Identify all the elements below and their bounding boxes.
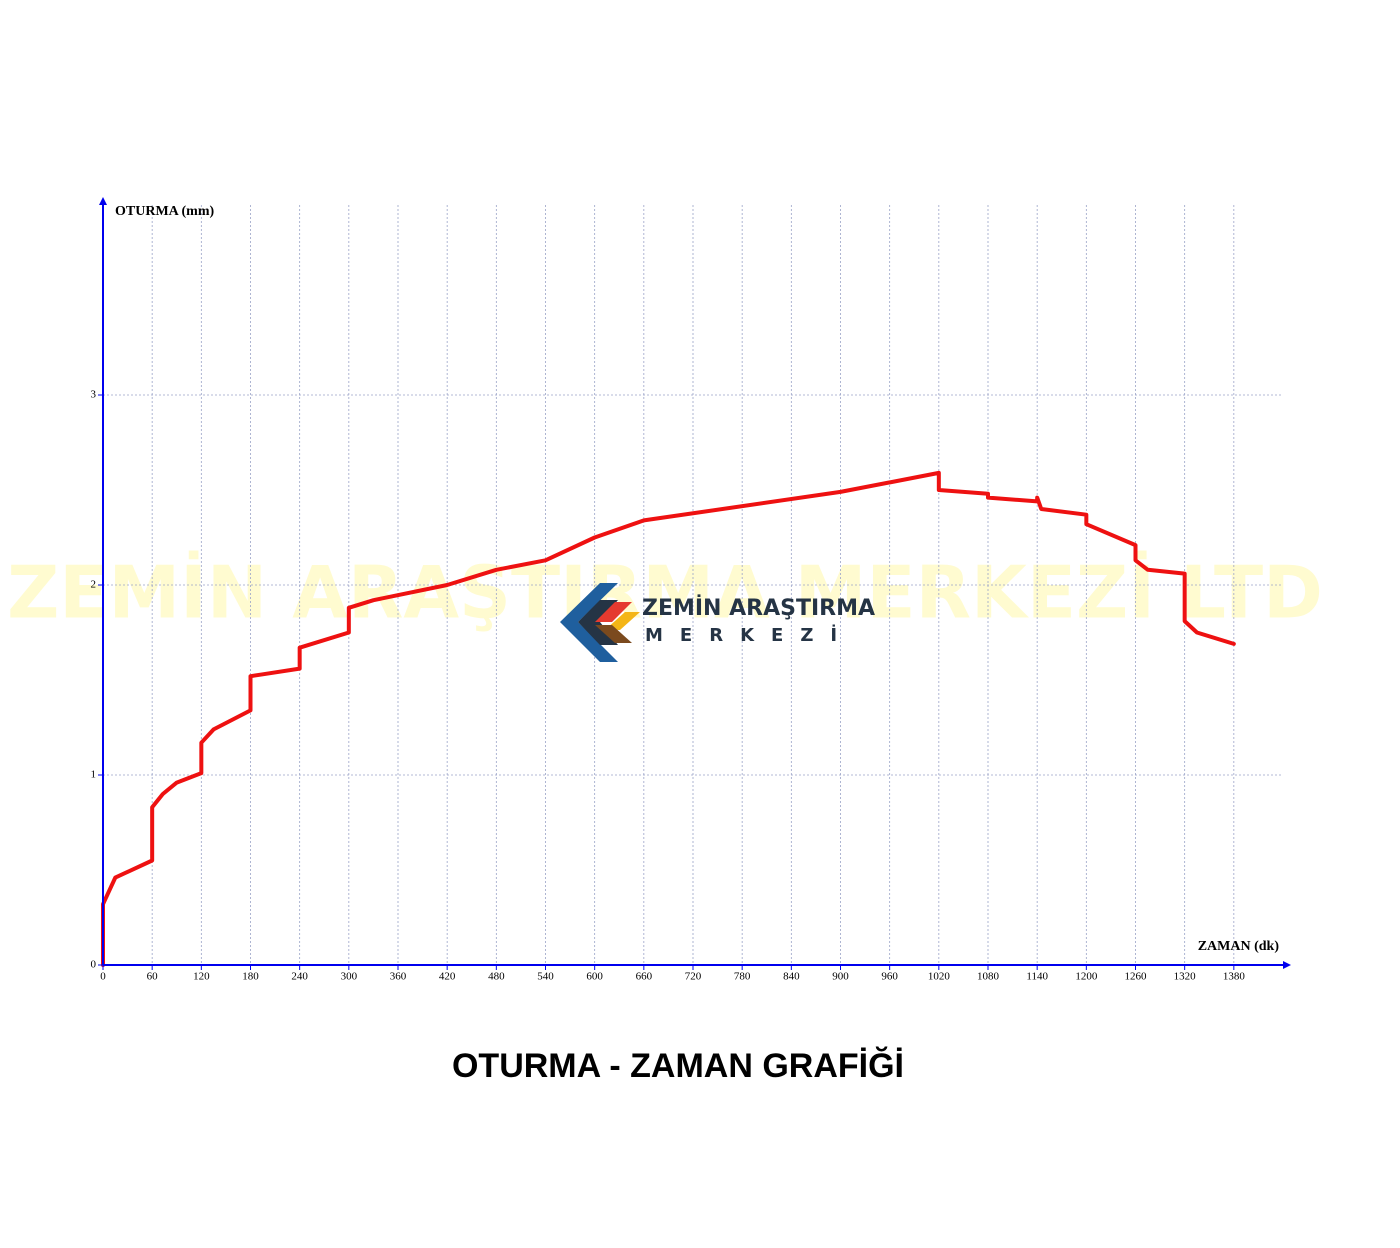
logo-icon (605, 612, 640, 630)
x-tick-label: 1140 (1026, 971, 1048, 983)
x-tick-label: 600 (586, 971, 603, 983)
x-axis-arrow (1283, 961, 1291, 969)
x-axis-label: ZAMAN (dk) (1198, 939, 1280, 954)
logo-icon (560, 583, 618, 662)
x-tick-label: 0 (100, 971, 106, 983)
x-tick-label: 60 (147, 971, 159, 983)
x-tick-label: 720 (685, 971, 702, 983)
y-tick-label: 3 (91, 389, 97, 401)
x-tick-label: 120 (193, 971, 210, 983)
x-tick-label: 180 (242, 971, 259, 983)
x-tick-label: 240 (291, 971, 308, 983)
data-line (101, 470, 1236, 967)
x-tick-label: 300 (341, 971, 358, 983)
x-tick-label: 780 (734, 971, 751, 983)
logo-icon (595, 602, 632, 622)
chart-title: OTURMA - ZAMAN GRAFİĞİ (452, 1047, 904, 1085)
x-tick-label: 1320 (1174, 971, 1197, 983)
x-tick-label: 420 (439, 971, 456, 983)
x-tick-label: 360 (390, 971, 407, 983)
x-tick-label: 900 (832, 971, 849, 983)
x-tick-label: 1200 (1075, 971, 1098, 983)
x-tick-label: 1020 (928, 971, 951, 983)
y-axis-label: OTURMA (mm) (115, 204, 214, 219)
x-tick-label: 1260 (1125, 971, 1148, 983)
y-tick-label: 2 (91, 579, 97, 591)
line-layer (101, 470, 1236, 967)
y-tick-label: 1 (91, 769, 97, 781)
x-tick-label: 840 (783, 971, 800, 983)
x-tick-label: 660 (636, 971, 653, 983)
x-tick-label: 1380 (1223, 971, 1246, 983)
grid (103, 205, 1283, 965)
x-tick-label: 540 (537, 971, 554, 983)
logo-text: ZEMİN ARAŞTIRMA (642, 595, 875, 621)
axes: 0 60 120 180 240 300 360 420 480 540 600 660 720 780 8… (91, 197, 1291, 983)
logo: ZEMİN ARAŞTIRMA MERKEZİ (560, 583, 875, 662)
logo-icon (595, 625, 632, 643)
x-tick-label: 480 (488, 971, 505, 983)
x-tick-label: 1080 (977, 971, 1000, 983)
watermark: ZEMİN ARAŞTIRMA MERKEZİ LTD (7, 551, 1323, 635)
x-tick-label: 960 (881, 971, 898, 983)
y-tick-label: 0 (91, 959, 97, 971)
logo-text: MERKEZİ (645, 624, 854, 646)
y-axis-arrow (99, 197, 107, 205)
